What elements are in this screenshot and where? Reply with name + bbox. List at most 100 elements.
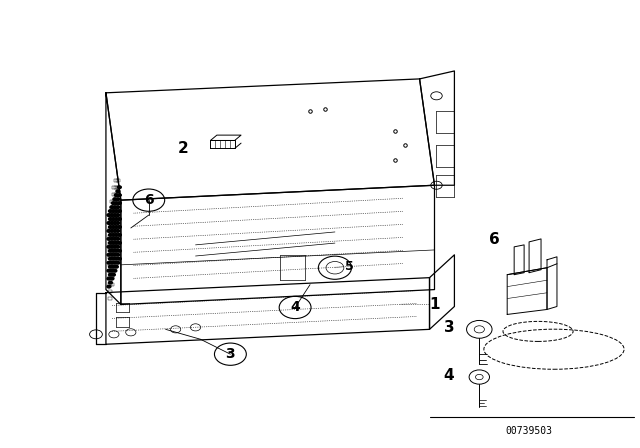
Circle shape <box>111 210 115 212</box>
Bar <box>114 228 118 231</box>
Bar <box>112 193 116 196</box>
Circle shape <box>109 241 113 244</box>
Bar <box>116 214 120 217</box>
Circle shape <box>111 218 115 220</box>
Circle shape <box>118 258 122 260</box>
Bar <box>114 221 118 224</box>
Bar <box>108 276 112 280</box>
Circle shape <box>107 285 111 288</box>
Circle shape <box>113 206 117 208</box>
Bar <box>116 179 120 182</box>
Circle shape <box>109 265 113 268</box>
Circle shape <box>109 250 113 252</box>
Circle shape <box>115 258 118 260</box>
Circle shape <box>107 254 111 256</box>
Circle shape <box>118 202 122 204</box>
Bar <box>112 241 116 245</box>
Circle shape <box>115 241 118 244</box>
Bar <box>114 249 118 252</box>
Bar <box>116 186 120 189</box>
Bar <box>110 241 114 245</box>
Bar <box>112 207 116 210</box>
Circle shape <box>116 230 120 233</box>
Bar <box>108 283 112 286</box>
Text: 2: 2 <box>178 141 189 156</box>
Bar <box>116 207 120 210</box>
Text: 6: 6 <box>489 233 500 247</box>
Bar <box>110 214 114 217</box>
Bar <box>112 269 116 272</box>
Circle shape <box>109 258 113 260</box>
Bar <box>110 269 114 272</box>
Circle shape <box>118 250 122 252</box>
Circle shape <box>116 246 120 248</box>
Bar <box>110 249 114 252</box>
Bar <box>108 241 112 245</box>
Circle shape <box>107 269 111 272</box>
Bar <box>112 221 116 224</box>
Circle shape <box>118 241 122 244</box>
Circle shape <box>109 210 113 212</box>
Circle shape <box>109 233 113 236</box>
Circle shape <box>118 233 122 236</box>
Circle shape <box>115 210 118 212</box>
Bar <box>114 235 118 238</box>
Bar <box>114 207 118 210</box>
Text: 4: 4 <box>444 367 454 383</box>
Circle shape <box>118 218 122 220</box>
Circle shape <box>116 262 120 264</box>
Text: 3: 3 <box>444 320 454 335</box>
Bar <box>112 263 116 266</box>
Circle shape <box>115 194 118 197</box>
Circle shape <box>115 218 118 220</box>
Bar <box>116 241 120 245</box>
Circle shape <box>116 214 120 216</box>
Bar <box>112 235 116 238</box>
Circle shape <box>109 226 113 228</box>
Circle shape <box>107 277 111 280</box>
Circle shape <box>113 198 117 201</box>
Circle shape <box>110 269 114 272</box>
Bar <box>112 200 116 203</box>
Circle shape <box>107 262 111 264</box>
Bar <box>112 186 116 189</box>
Text: 5: 5 <box>345 260 354 273</box>
Circle shape <box>110 214 114 216</box>
Bar <box>108 221 112 224</box>
Bar <box>110 200 114 203</box>
Circle shape <box>109 273 113 276</box>
Bar <box>108 214 112 217</box>
Bar <box>110 255 114 258</box>
Circle shape <box>115 250 118 252</box>
Circle shape <box>111 202 115 204</box>
Circle shape <box>109 218 113 220</box>
Bar <box>110 228 114 231</box>
Bar <box>112 255 116 258</box>
Bar <box>110 263 114 266</box>
Bar <box>114 200 118 203</box>
Circle shape <box>113 237 117 240</box>
Circle shape <box>115 233 118 236</box>
Circle shape <box>118 210 122 212</box>
Circle shape <box>118 194 122 197</box>
Text: 4: 4 <box>290 301 300 314</box>
Bar <box>116 228 120 231</box>
Bar <box>108 249 112 252</box>
Circle shape <box>113 214 117 216</box>
Circle shape <box>113 246 117 248</box>
Circle shape <box>111 250 115 252</box>
Circle shape <box>113 222 117 224</box>
Circle shape <box>111 273 115 276</box>
Circle shape <box>110 277 114 280</box>
Bar <box>116 193 120 196</box>
Circle shape <box>113 269 117 272</box>
Bar <box>108 290 112 293</box>
Circle shape <box>113 230 117 233</box>
Circle shape <box>107 237 111 240</box>
Text: 00739503: 00739503 <box>506 426 552 436</box>
Circle shape <box>111 233 115 236</box>
Bar <box>110 207 114 210</box>
Circle shape <box>118 186 122 189</box>
Bar <box>114 186 118 189</box>
Circle shape <box>110 230 114 233</box>
